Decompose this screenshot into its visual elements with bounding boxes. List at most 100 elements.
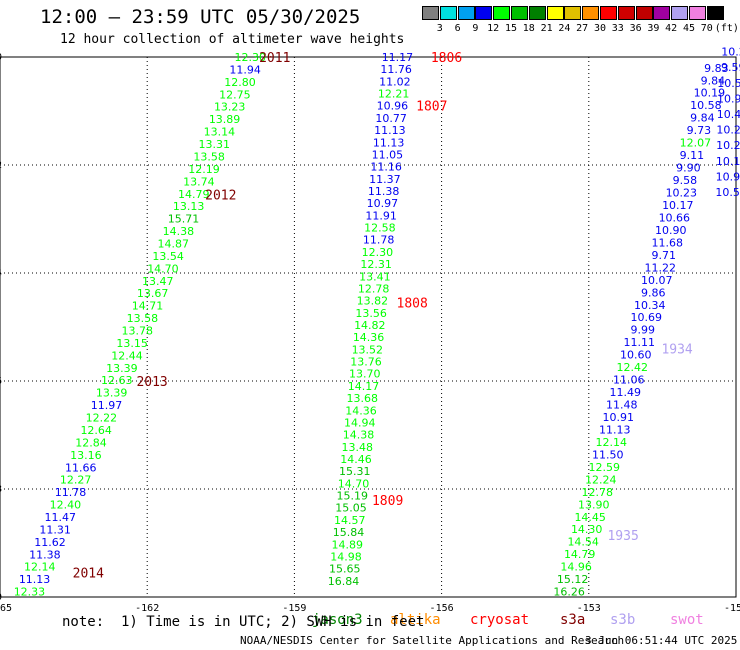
wave-height-value: 11.13 bbox=[19, 573, 51, 586]
wave-height-value: 15.65 bbox=[329, 563, 361, 576]
color-swatch bbox=[617, 6, 635, 20]
wave-height-value: 14.96 bbox=[560, 561, 592, 574]
pass-time-label: 1806 bbox=[431, 51, 462, 66]
wave-height-value: 9.90 bbox=[676, 162, 701, 175]
wave-height-value: 13.76 bbox=[350, 356, 382, 369]
wave-height-value: 9.73 bbox=[687, 124, 712, 137]
wave-height-value: 10.66 bbox=[659, 211, 691, 224]
color-swatch bbox=[635, 6, 653, 20]
wave-height-value: 10.21 bbox=[716, 124, 740, 137]
color-swatch bbox=[582, 6, 600, 20]
wave-height-value: 15.71 bbox=[168, 213, 200, 226]
wave-height-value: 11.50 bbox=[592, 448, 624, 461]
wave-height-value: 11.13 bbox=[374, 124, 406, 137]
wave-height-value: 11.66 bbox=[65, 461, 97, 474]
wave-height-value: 10.58 bbox=[690, 99, 722, 112]
wave-height-value: 12.44 bbox=[111, 349, 143, 362]
wave-height-value: 14.36 bbox=[353, 331, 385, 344]
wave-height-value: 14.30 bbox=[571, 523, 603, 536]
wave-height-value: 11.16 bbox=[370, 161, 402, 174]
wave-height-value: 11.62 bbox=[34, 536, 66, 549]
wave-height-value: 10.07 bbox=[641, 274, 673, 287]
wave-height-value: 13.78 bbox=[122, 325, 154, 338]
wave-height-value: 14.36 bbox=[345, 404, 377, 417]
credit-line: NOAA/NESDIS Center for Satellite Applica… bbox=[240, 634, 625, 647]
color-scale-label: 39 bbox=[647, 23, 660, 34]
wave-height-value: 14.87 bbox=[157, 237, 189, 250]
wave-height-value: 12.24 bbox=[585, 473, 617, 486]
wave-height-value: 14.70 bbox=[147, 262, 179, 275]
wave-height-value: 14.38 bbox=[343, 429, 375, 442]
wave-height-value: 11.78 bbox=[55, 486, 87, 499]
footnote: note: 1) Time is in UTC; 2) SWH is in fe… bbox=[62, 614, 425, 630]
y-tick-label: -46 bbox=[0, 376, 2, 387]
wave-height-value: 10.97 bbox=[367, 197, 399, 210]
wave-height-value: 14.45 bbox=[574, 511, 606, 524]
wave-height-value: 13.67 bbox=[137, 287, 169, 300]
color-swatch bbox=[653, 6, 671, 20]
wave-height-value: 10.91 bbox=[717, 92, 740, 105]
wave-height-value: 14.82 bbox=[354, 319, 386, 332]
color-scale-label: 24 bbox=[558, 23, 571, 34]
wave-height-value: 15.19 bbox=[337, 490, 369, 503]
wave-height-value: 12.78 bbox=[581, 486, 613, 499]
wave-height-value: 14.71 bbox=[132, 300, 164, 313]
color-scale-label: 33 bbox=[611, 23, 624, 34]
color-scale-label: 42 bbox=[665, 23, 678, 34]
wave-height-value: 11.47 bbox=[44, 511, 76, 524]
wave-height-value: 10.19 bbox=[694, 87, 726, 100]
wave-height-value: 12.22 bbox=[86, 412, 118, 425]
color-swatch bbox=[689, 6, 706, 20]
wave-height-value: 15.12 bbox=[557, 573, 589, 586]
pass-time-label: 2013 bbox=[136, 375, 167, 390]
x-tick-label: -153 bbox=[577, 603, 601, 614]
color-scale-label: 27 bbox=[576, 23, 589, 34]
wave-height-value: 13.31 bbox=[199, 138, 231, 151]
wave-height-value: 10.98 bbox=[716, 170, 740, 183]
color-scale-label: 36 bbox=[629, 23, 642, 34]
wave-height-value: 11.49 bbox=[609, 386, 641, 399]
color-scale-label: 12 bbox=[487, 23, 500, 34]
wave-height-value: 13.39 bbox=[106, 362, 138, 375]
color-swatch bbox=[457, 6, 475, 20]
pass-time-label: 1808 bbox=[397, 297, 428, 312]
wave-height-value: 13.54 bbox=[152, 250, 184, 263]
plot-frame bbox=[0, 56, 737, 598]
wave-height-value: 14.46 bbox=[340, 453, 372, 466]
wave-height-value: 13.41 bbox=[359, 270, 391, 283]
color-swatch bbox=[546, 6, 564, 20]
wave-height-value: 10.91 bbox=[602, 411, 634, 424]
wave-height-value: 11.13 bbox=[373, 136, 405, 149]
pass-time-label: 1935 bbox=[607, 529, 638, 544]
wave-height-value: 13.58 bbox=[193, 150, 225, 163]
wave-height-value: 10.56 bbox=[715, 186, 740, 199]
color-swatch bbox=[475, 6, 493, 20]
wave-height-value: 11.31 bbox=[39, 523, 71, 536]
page-title: 12:00 – 23:59 UTC 05/30/2025 bbox=[40, 6, 361, 28]
wave-height-value: 11.68 bbox=[652, 236, 684, 249]
color-scale-label: 3 bbox=[436, 23, 443, 34]
wave-height-value: 12.78 bbox=[358, 282, 390, 295]
wave-height-value: 11.97 bbox=[91, 399, 123, 412]
wave-height-value: 9.84 bbox=[690, 112, 715, 125]
satellite-legend: jason3 altika cryosat s3a s3b swot bbox=[0, 612, 740, 632]
wave-height-value: 9.86 bbox=[641, 286, 666, 299]
wave-height-value: 12.21 bbox=[378, 88, 410, 101]
wave-height-value: 14.79 bbox=[564, 548, 596, 561]
wave-height-value: 12.64 bbox=[80, 424, 112, 437]
y-tick-label: -42 bbox=[0, 160, 2, 171]
wave-height-value: 10.69 bbox=[631, 311, 663, 324]
x-tick-label: -150 bbox=[724, 603, 740, 614]
wave-height-value: 10.34 bbox=[634, 299, 666, 312]
x-tick-label: -165 bbox=[0, 603, 12, 614]
wave-height-value: 14.70 bbox=[338, 477, 370, 490]
color-swatch bbox=[422, 6, 439, 20]
wave-height-value: 10.2 bbox=[721, 46, 740, 59]
wave-height-value: 13.74 bbox=[183, 175, 215, 188]
wave-height-value: 9.71 bbox=[652, 249, 677, 262]
wave-height-value: 12.75 bbox=[219, 88, 251, 101]
wave-height-value: 9.83 bbox=[704, 62, 729, 75]
wave-height-value: 11.48 bbox=[606, 399, 638, 412]
color-scale-label: 21 bbox=[540, 23, 553, 34]
